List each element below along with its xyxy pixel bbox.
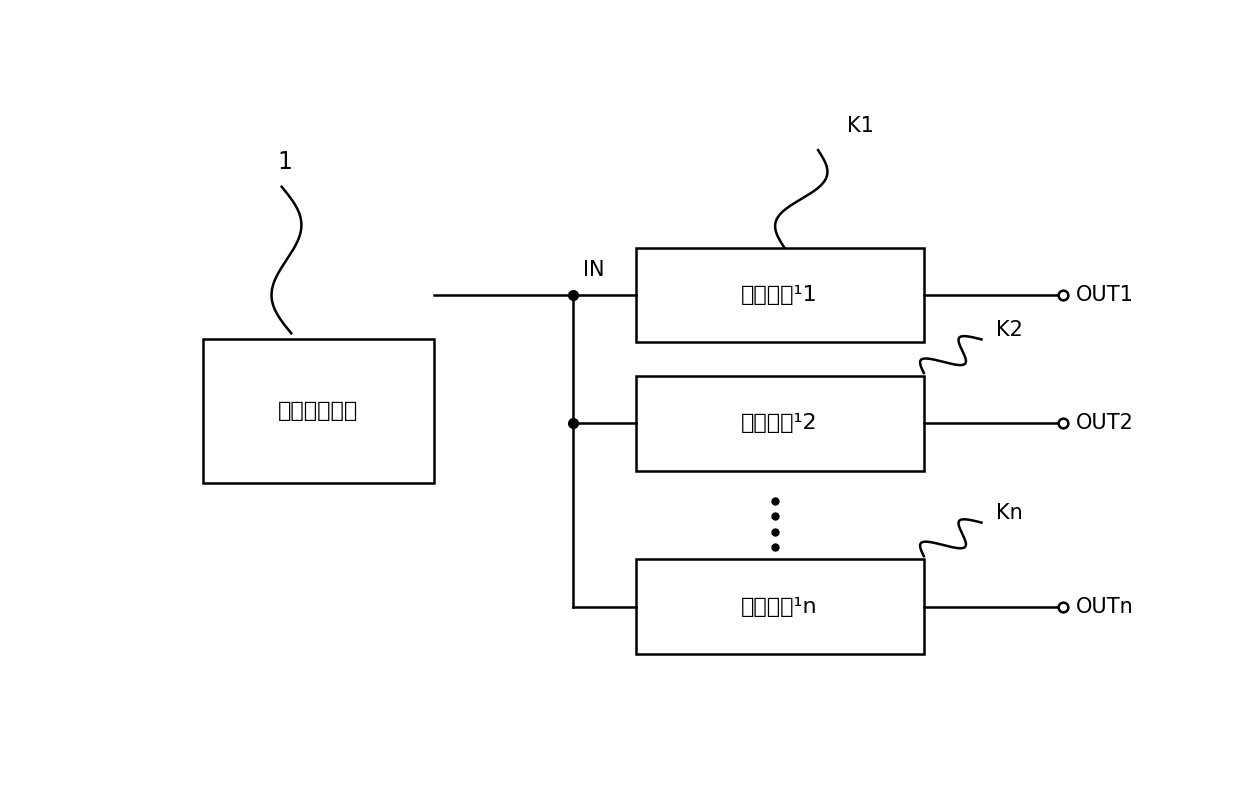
- Bar: [203, 339, 434, 483]
- Text: 限流开关¹1: 限流开关¹1: [742, 285, 818, 305]
- Bar: [635, 247, 924, 343]
- Text: K2: K2: [996, 320, 1023, 340]
- Text: OUTn: OUTn: [1075, 596, 1133, 616]
- Bar: [635, 559, 924, 654]
- Text: 限流开关¹2: 限流开关¹2: [742, 413, 818, 433]
- Text: 限流开关¹n: 限流开关¹n: [742, 596, 818, 616]
- Text: 1: 1: [278, 151, 293, 174]
- Text: 电压转换装置: 电压转换装置: [278, 401, 358, 421]
- Text: OUT2: OUT2: [1075, 413, 1133, 433]
- Text: IN: IN: [583, 260, 604, 280]
- Bar: [635, 376, 924, 471]
- Text: K1: K1: [847, 116, 874, 136]
- Text: Kn: Kn: [996, 504, 1023, 523]
- Text: OUT1: OUT1: [1075, 285, 1133, 305]
